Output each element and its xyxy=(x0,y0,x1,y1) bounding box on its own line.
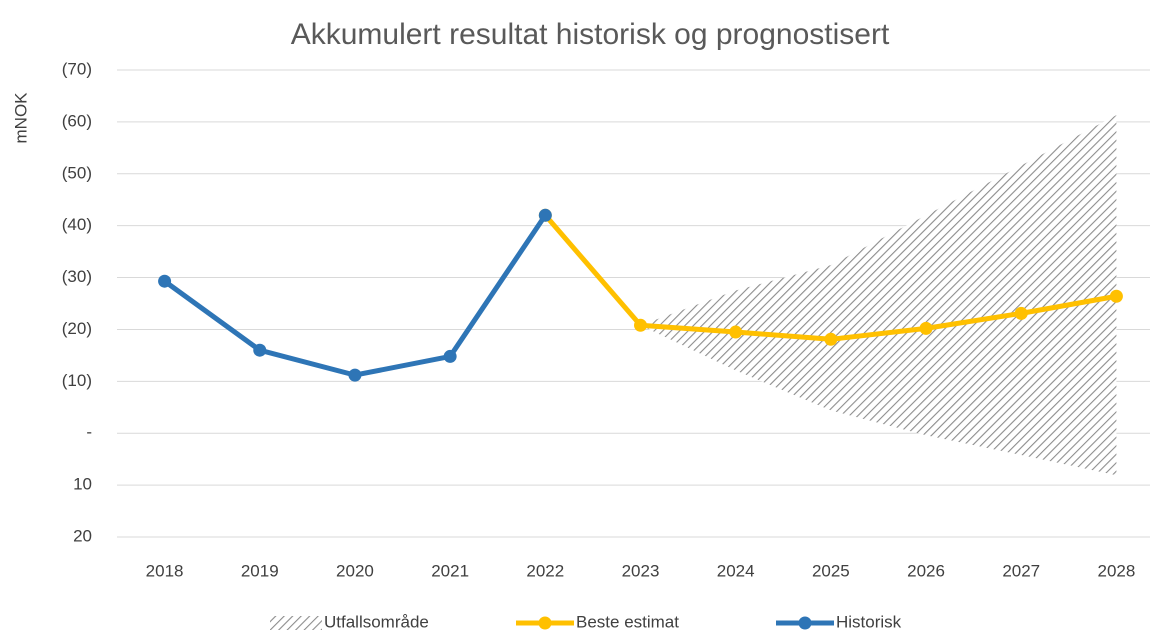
y-tick-label: (40) xyxy=(62,215,92,234)
y-tick-label: - xyxy=(86,423,92,442)
x-tick-label: 2022 xyxy=(526,561,564,580)
x-tick-label: 2028 xyxy=(1097,561,1135,580)
x-tick-label: 2020 xyxy=(336,561,374,580)
y-tick-label: (70) xyxy=(62,59,92,78)
range-area xyxy=(640,115,1117,476)
series-marker xyxy=(348,368,362,382)
x-tick-label: 2024 xyxy=(717,561,755,580)
x-tick-label: 2027 xyxy=(1002,561,1040,580)
y-tick-label: (10) xyxy=(62,371,92,390)
y-tick-label: 20 xyxy=(73,526,92,545)
y-tick-label: (30) xyxy=(62,267,92,286)
series-marker xyxy=(919,321,933,335)
series-line xyxy=(163,213,548,378)
series-marker xyxy=(253,343,267,357)
series-marker xyxy=(634,318,647,332)
y-tick-label: (50) xyxy=(62,163,92,182)
y-tick-label: 10 xyxy=(73,475,92,494)
legend-marker xyxy=(798,616,812,630)
series-marker xyxy=(1014,306,1028,320)
x-tick-label: 2018 xyxy=(146,561,184,580)
legend-label: Beste estimat xyxy=(576,612,679,631)
series-marker xyxy=(538,208,552,222)
x-tick-label: 2019 xyxy=(241,561,279,580)
legend-label: Historisk xyxy=(836,612,902,631)
legend-marker xyxy=(538,616,552,630)
x-tick-label: 2023 xyxy=(622,561,660,580)
series-marker xyxy=(824,332,838,346)
x-tick-label: 2026 xyxy=(907,561,945,580)
chart-title: Akkumulert resultat historisk og prognos… xyxy=(291,18,890,51)
series-marker xyxy=(443,349,457,363)
series-marker xyxy=(729,325,743,339)
y-axis-label: mNOK xyxy=(11,92,30,144)
x-tick-label: 2021 xyxy=(431,561,469,580)
y-tick-label: (20) xyxy=(62,319,92,338)
legend-swatch xyxy=(270,616,322,630)
x-tick-label: 2025 xyxy=(812,561,850,580)
series-marker xyxy=(158,274,172,288)
series-marker xyxy=(1109,289,1123,303)
legend-label: Utfallsområde xyxy=(324,612,429,631)
y-tick-label: (60) xyxy=(62,111,92,130)
